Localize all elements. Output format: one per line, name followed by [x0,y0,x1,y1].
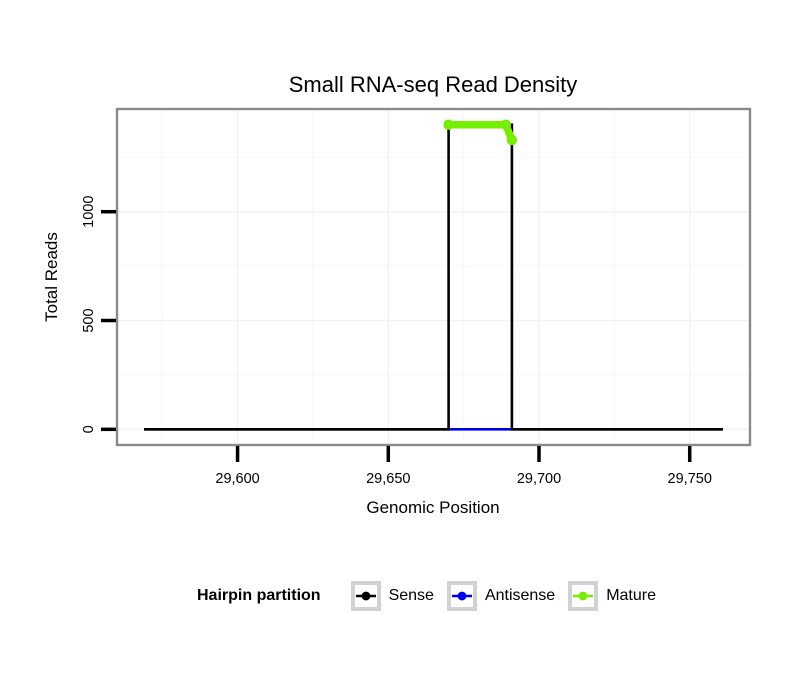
legend-title: Hairpin partition [197,587,321,604]
legend-entry-sense: Sense [350,581,434,611]
legend-label-sense: Sense [388,587,434,604]
mature-point [506,134,518,146]
x-tick-label: 29,750 [668,471,712,487]
chart-title: Small RNA-seq Read Density [288,72,578,97]
x-tick-label: 29,600 [215,471,259,487]
legend-label-mature: Mature [606,587,656,604]
x-tick-label: 29,700 [517,471,561,487]
antisense-key-icon [451,591,472,601]
mature-point [500,119,512,130]
x-axis-label: Genomic Position [366,498,500,517]
legend-key-antisense [446,581,477,611]
y-tick-label: 500 [81,308,97,332]
legend-key-sense [350,581,381,611]
legend: Hairpin partition Sense Antisense [197,581,669,611]
legend-entry-antisense: Antisense [446,581,556,611]
sense-key-icon [355,591,376,601]
legend-entry-mature: Mature [568,581,656,611]
panel-background [117,109,750,445]
panel-border [115,107,752,447]
legend-key-mature [568,581,599,611]
y-axis-label: Total Reads [42,232,61,322]
x-tick-label: 29,650 [366,471,410,487]
y-tick-label: 1000 [81,196,97,228]
y-tick-label: 0 [81,425,97,433]
mature-point [443,119,454,130]
legend-label-antisense: Antisense [484,587,556,604]
mature-key-icon [573,591,594,601]
